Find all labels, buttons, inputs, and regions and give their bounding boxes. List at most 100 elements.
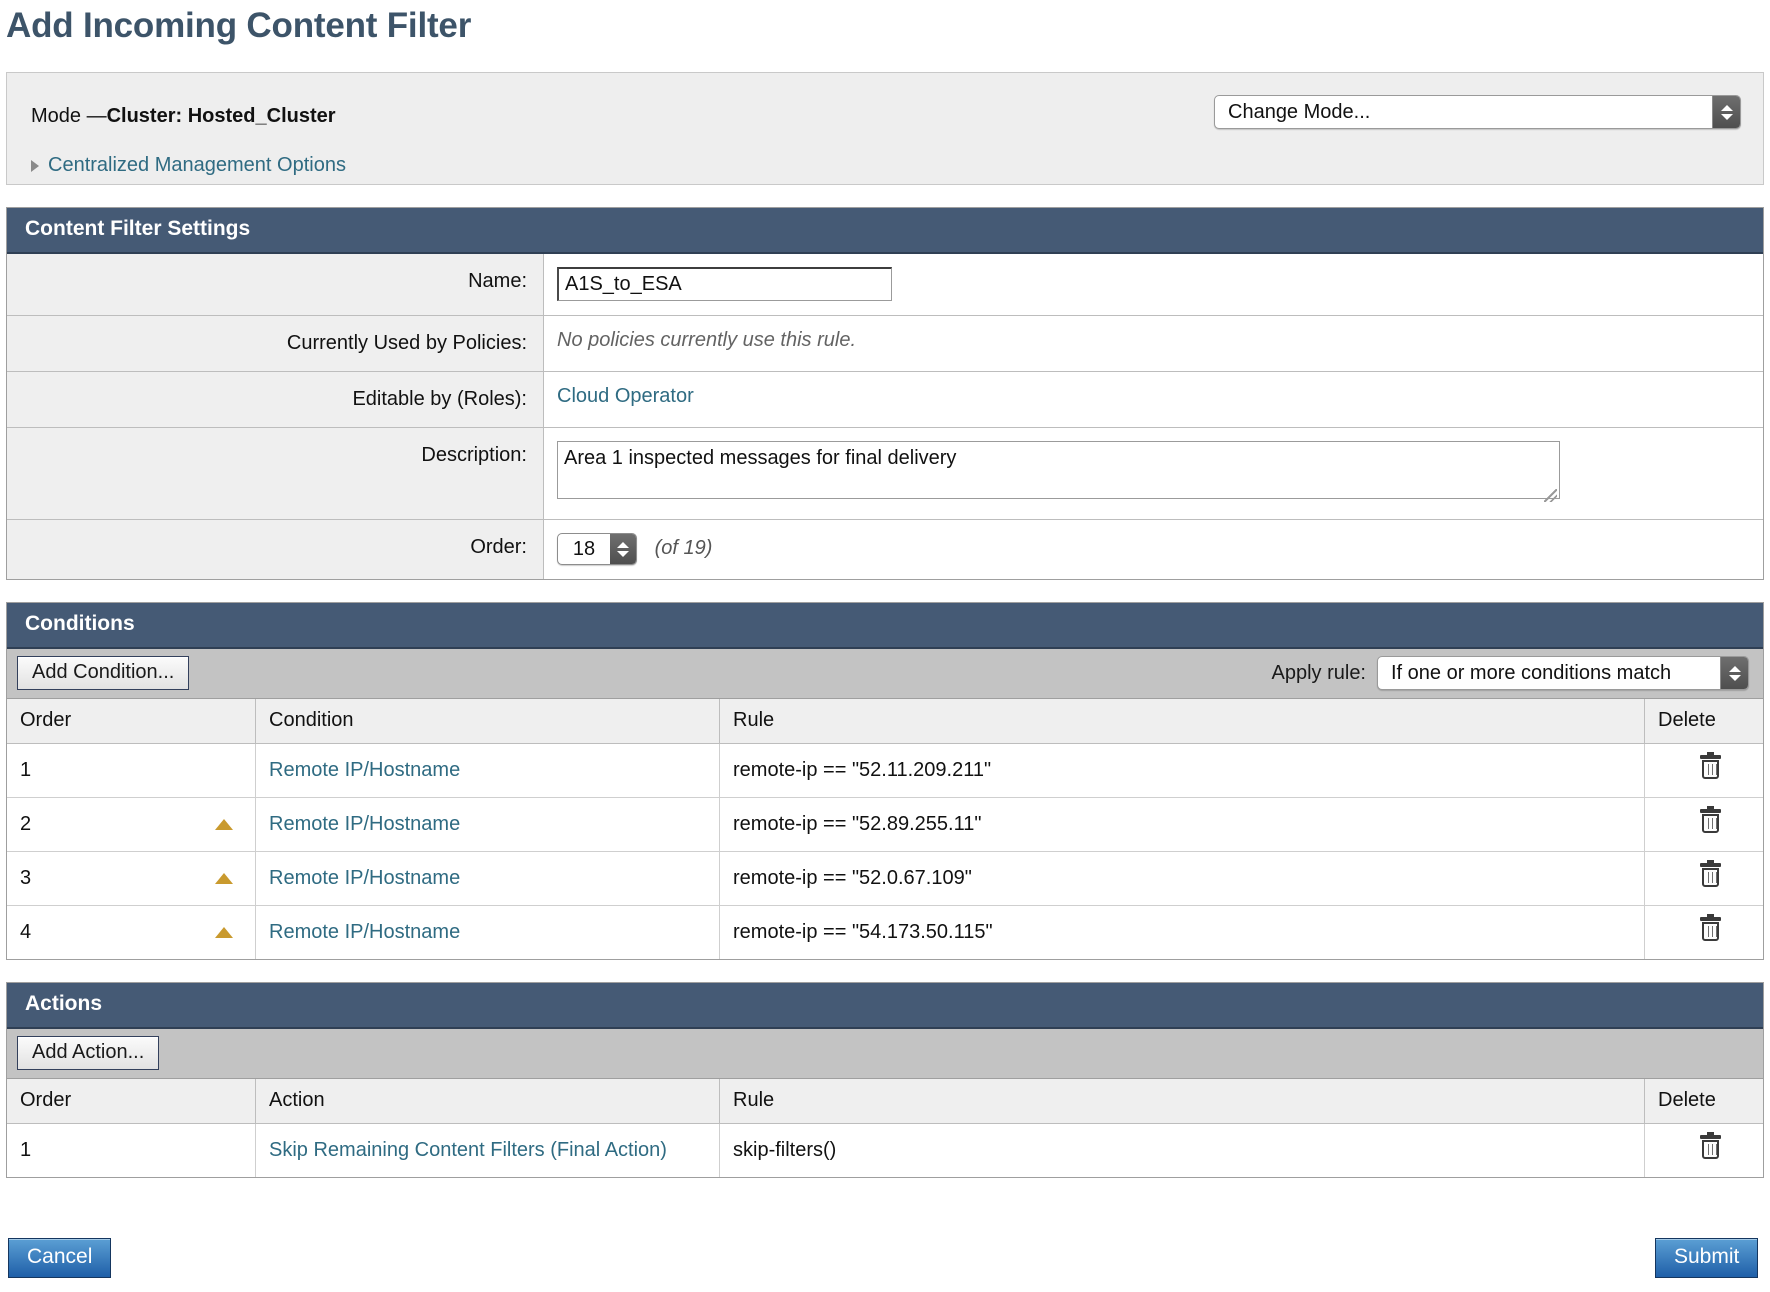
mode-value: Cluster: Hosted_Cluster: [106, 105, 336, 127]
condition-delete-cell: [1644, 743, 1763, 798]
condition-delete-cell: [1644, 905, 1763, 959]
mode-prefix-label: Mode —: [31, 105, 107, 127]
move-up-arrow-icon[interactable]: [215, 926, 233, 938]
policies-label: Currently Used by Policies:: [7, 315, 544, 372]
delete-row-icon[interactable]: [1700, 914, 1721, 941]
action-name-cell: Skip Remaining Content Filters (Final Ac…: [255, 1123, 720, 1177]
add-action-button[interactable]: Add Action...: [17, 1036, 160, 1070]
actions-col-rule: Rule: [719, 1079, 1645, 1124]
action-link[interactable]: Skip Remaining Content Filters (Final Ac…: [269, 1138, 667, 1161]
condition-link[interactable]: Remote IP/Hostname: [269, 812, 461, 835]
actions-heading: Actions: [7, 983, 1763, 1029]
apply-rule-select-value: If one or more conditions match: [1391, 661, 1672, 684]
order-field-cell: 18 (of 19): [543, 519, 1763, 579]
delete-row-icon[interactable]: [1700, 752, 1721, 779]
order-stepper[interactable]: 18: [557, 533, 637, 565]
name-label: Name:: [7, 254, 544, 316]
condition-name-cell: Remote IP/Hostname: [255, 905, 720, 959]
change-mode-select-value: Change Mode...: [1228, 100, 1371, 123]
condition-order-cell: 4: [7, 905, 256, 959]
conditions-panel: Conditions Add Condition... Apply rule: …: [6, 602, 1764, 960]
table-row: 2 Remote IP/Hostname remote-ip == "52.89.2…: [7, 797, 1763, 852]
description-field-cell: [543, 427, 1763, 520]
content-filter-settings-panel: Content Filter Settings Name: Currently …: [6, 207, 1764, 580]
actions-header-row: Order Action Rule Delete: [7, 1079, 1763, 1124]
centralized-management-options-label[interactable]: Centralized Management Options: [48, 154, 346, 176]
conditions-toolbar: Add Condition... Apply rule: If one or m…: [7, 649, 1763, 699]
delete-row-icon[interactable]: [1700, 860, 1721, 887]
action-order-cell: 1: [7, 1123, 256, 1177]
actions-body: 1 Skip Remaining Content Filters (Final A…: [7, 1123, 1763, 1177]
submit-button[interactable]: Submit: [1655, 1238, 1759, 1278]
table-row: 3 Remote IP/Hostname remote-ip == "52.0.67…: [7, 851, 1763, 906]
condition-link[interactable]: Remote IP/Hostname: [269, 920, 461, 943]
condition-rule-cell: remote-ip == "52.11.209.211": [719, 743, 1645, 798]
chevron-updown-icon[interactable]: [1720, 657, 1748, 689]
condition-order-cell: 2: [7, 797, 256, 852]
conditions-col-condition: Condition: [255, 699, 720, 744]
conditions-table: Order Condition Rule Delete 1 Remote IP/H…: [7, 699, 1763, 959]
condition-order-value: 3: [20, 866, 32, 889]
condition-delete-cell: [1644, 851, 1763, 906]
roles-label: Editable by (Roles):: [7, 371, 544, 428]
change-mode-select[interactable]: Change Mode...: [1214, 95, 1741, 129]
name-field-cell: [543, 254, 1763, 316]
name-input[interactable]: [557, 267, 892, 301]
footer-bar: Cancel Submit: [0, 1238, 1770, 1292]
condition-rule-cell: remote-ip == "52.89.255.11": [719, 797, 1645, 852]
move-up-arrow-icon[interactable]: [215, 872, 233, 884]
conditions-col-order: Order: [7, 699, 256, 744]
description-label: Description:: [7, 427, 544, 520]
condition-order-value: 2: [20, 812, 32, 835]
table-row: 4 Remote IP/Hostname remote-ip == "54.173.…: [7, 905, 1763, 959]
condition-link[interactable]: Remote IP/Hostname: [269, 758, 461, 781]
centralized-management-options[interactable]: Centralized Management Options: [31, 154, 346, 177]
delete-row-icon[interactable]: [1700, 1132, 1721, 1159]
add-condition-button[interactable]: Add Condition...: [17, 656, 190, 690]
action-delete-cell: [1644, 1123, 1763, 1177]
roles-value-cell: Cloud Operator: [543, 371, 1763, 428]
actions-col-action: Action: [255, 1079, 720, 1124]
policies-value: No policies currently use this rule.: [557, 329, 857, 351]
role-link-cloud-operator[interactable]: Cloud Operator: [557, 385, 694, 407]
condition-order-cell: 1: [7, 743, 256, 798]
content-filter-settings-heading: Content Filter Settings: [7, 208, 1763, 254]
table-row: 1 Skip Remaining Content Filters (Final A…: [7, 1123, 1763, 1177]
condition-name-cell: Remote IP/Hostname: [255, 797, 720, 852]
mode-status: Mode —Cluster: Hosted_Cluster: [31, 105, 336, 128]
apply-rule-select[interactable]: If one or more conditions match: [1377, 656, 1749, 690]
condition-name-cell: Remote IP/Hostname: [255, 851, 720, 906]
conditions-heading: Conditions: [7, 603, 1763, 649]
apply-rule-label: Apply rule:: [1271, 661, 1367, 684]
description-input[interactable]: [557, 441, 1560, 499]
actions-toolbar: Add Action...: [7, 1029, 1763, 1079]
cancel-button[interactable]: Cancel: [8, 1238, 112, 1278]
actions-panel: Actions Add Action... Order Action Rule …: [6, 982, 1764, 1178]
move-up-arrow-icon[interactable]: [215, 818, 233, 830]
condition-delete-cell: [1644, 797, 1763, 852]
description-row: Description:: [7, 427, 1763, 520]
disclosure-triangle-icon[interactable]: [31, 159, 39, 172]
action-rule-cell: skip-filters(): [719, 1123, 1645, 1177]
condition-order-value: 4: [20, 920, 32, 943]
actions-col-delete: Delete: [1644, 1079, 1763, 1124]
order-value: 18: [572, 537, 596, 560]
mode-panel: Mode —Cluster: Hosted_Cluster Centralize…: [6, 72, 1764, 185]
chevron-updown-icon[interactable]: [1712, 96, 1740, 128]
condition-rule-cell: remote-ip == "54.173.50.115": [719, 905, 1645, 959]
condition-rule-cell: remote-ip == "52.0.67.109": [719, 851, 1645, 906]
table-row: 1 Remote IP/Hostname remote-ip == "52.11.2…: [7, 743, 1763, 798]
roles-row: Editable by (Roles): Cloud Operator: [7, 371, 1763, 428]
condition-order-value: 1: [20, 758, 32, 781]
settings-form: Name: Currently Used by Policies: No pol…: [7, 254, 1763, 579]
order-label: Order:: [7, 519, 544, 579]
delete-row-icon[interactable]: [1700, 806, 1721, 833]
page-title: Add Incoming Content Filter: [6, 6, 472, 45]
conditions-header-row: Order Condition Rule Delete: [7, 699, 1763, 744]
actions-table: Order Action Rule Delete 1 Skip Remaining…: [7, 1079, 1763, 1177]
order-stepper-chevron-icon[interactable]: [610, 534, 636, 564]
policies-value-cell: No policies currently use this rule.: [543, 315, 1763, 372]
condition-link[interactable]: Remote IP/Hostname: [269, 866, 461, 889]
name-row: Name:: [7, 254, 1763, 316]
conditions-body: 1 Remote IP/Hostname remote-ip == "52.11.2…: [7, 743, 1763, 959]
